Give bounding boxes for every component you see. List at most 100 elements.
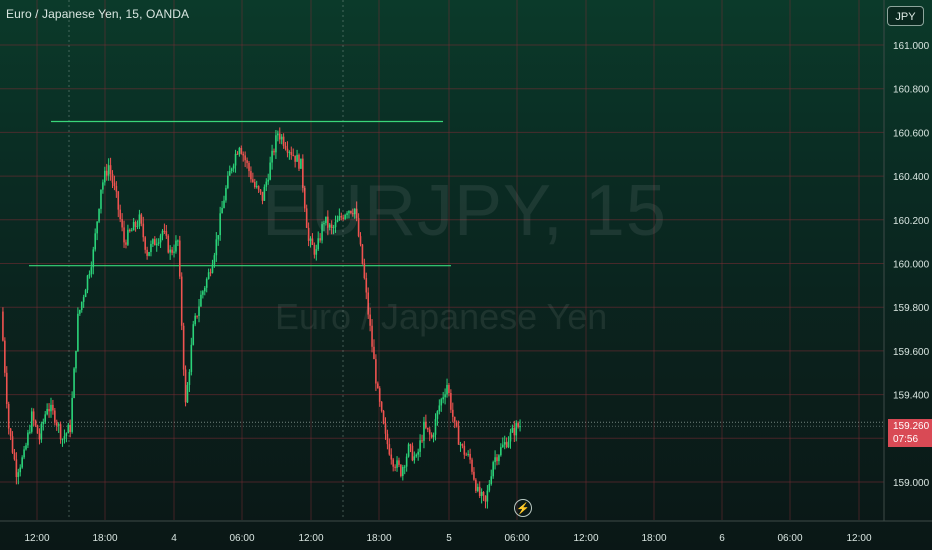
candle-body — [277, 133, 279, 136]
candle-body — [402, 466, 404, 477]
candle-body — [463, 445, 466, 455]
candle-body — [59, 424, 62, 440]
candle-body — [21, 457, 23, 468]
candle-body — [419, 440, 421, 452]
candle-body — [119, 209, 121, 220]
candle-body — [32, 411, 35, 421]
time-tick-label: 06:00 — [229, 533, 254, 544]
candle-body — [375, 359, 377, 384]
candle-body — [355, 208, 358, 219]
candle-body — [388, 444, 391, 455]
candle-body — [513, 427, 516, 436]
candle-body — [73, 368, 75, 398]
candle-body — [207, 272, 210, 279]
time-tick-label: 5 — [446, 533, 452, 544]
candle-body — [365, 278, 368, 293]
candle-body — [396, 460, 398, 468]
candle-body — [471, 459, 473, 472]
candle-body — [17, 472, 20, 477]
candle-body — [238, 147, 241, 155]
candle-body — [259, 189, 262, 192]
candle-body — [309, 238, 312, 241]
candle-body — [55, 422, 58, 426]
grid-lines — [0, 0, 884, 520]
price-tick-label: 159.000 — [893, 478, 930, 489]
candle-body — [334, 221, 337, 228]
candle-body — [425, 421, 427, 428]
candle-body — [411, 445, 414, 461]
candle-body — [269, 162, 271, 180]
candle-body — [188, 371, 191, 385]
time-tick-label: 06:00 — [777, 533, 802, 544]
candle-body — [219, 213, 221, 236]
time-tick-label: 18:00 — [92, 533, 117, 544]
candle-body — [500, 447, 502, 456]
price-tick-label: 159.400 — [893, 391, 930, 402]
candle-body — [515, 423, 518, 436]
candle-body — [52, 404, 54, 411]
time-axis[interactable]: 12:00 18:00 4 06:00 12:00 18:00 5 06:00 12:00 18:… — [0, 520, 932, 544]
candle-body — [417, 451, 419, 455]
candle-body — [284, 145, 287, 149]
currency-button[interactable]: JPY — [887, 6, 924, 26]
candle-body — [432, 434, 435, 438]
candle-body — [23, 449, 25, 458]
drawn-horizontal-lines[interactable] — [0, 120, 884, 427]
last-price-value: 159.260 — [893, 421, 930, 432]
candle-body — [488, 483, 491, 491]
candle-body — [228, 170, 231, 176]
candle-body — [352, 213, 354, 215]
candle-body — [442, 397, 444, 400]
candle-body — [161, 230, 164, 236]
price-tick-label: 159.800 — [893, 303, 930, 314]
candle-body — [42, 421, 45, 425]
candle-body — [44, 414, 47, 422]
symbol-title[interactable]: Euro / Japanese Yen, 15, OANDA — [6, 7, 190, 21]
candle-body — [252, 179, 254, 183]
candle-body — [190, 344, 193, 372]
candle-body — [205, 278, 208, 288]
candle-body — [482, 491, 485, 496]
candle-body — [305, 208, 308, 228]
candle-body — [203, 287, 206, 292]
candle-body — [438, 405, 441, 412]
candle-body — [65, 433, 68, 437]
candle-body — [321, 224, 323, 241]
candle-body — [265, 181, 268, 187]
candle-body — [505, 442, 508, 448]
last-price-tag: 159.260 07:56 — [888, 419, 932, 447]
candle-body — [127, 229, 129, 245]
candle-body — [159, 235, 162, 243]
time-tick-label: 12:00 — [298, 533, 323, 544]
candle-body — [303, 187, 306, 209]
candle-body — [80, 301, 83, 311]
candle-body — [430, 434, 433, 438]
candle-body — [359, 236, 362, 245]
lightning-icon[interactable]: ⚡ — [514, 499, 532, 517]
price-tick-label: 159.600 — [893, 347, 930, 358]
candle-body — [371, 325, 373, 347]
candle-body — [302, 158, 304, 188]
time-tick-label: 06:00 — [504, 533, 529, 544]
candle-body — [428, 429, 431, 435]
candle-body — [171, 249, 173, 253]
candle-body — [61, 439, 64, 441]
candle-body — [369, 314, 371, 326]
candle-body — [325, 216, 327, 224]
candle-body — [82, 297, 85, 302]
candle-body — [184, 369, 187, 403]
time-tick-label: 12:00 — [24, 533, 49, 544]
candle-body — [367, 292, 369, 315]
candle-body — [138, 214, 141, 227]
candle-body — [29, 431, 31, 433]
candle-body — [315, 249, 318, 255]
candle-body — [292, 154, 295, 156]
candle-body — [213, 255, 216, 265]
candle-body — [234, 153, 237, 166]
candle-body — [79, 310, 81, 314]
candle-body — [275, 135, 277, 153]
price-tick-label: 160.400 — [893, 172, 930, 183]
candle-body — [457, 426, 460, 445]
